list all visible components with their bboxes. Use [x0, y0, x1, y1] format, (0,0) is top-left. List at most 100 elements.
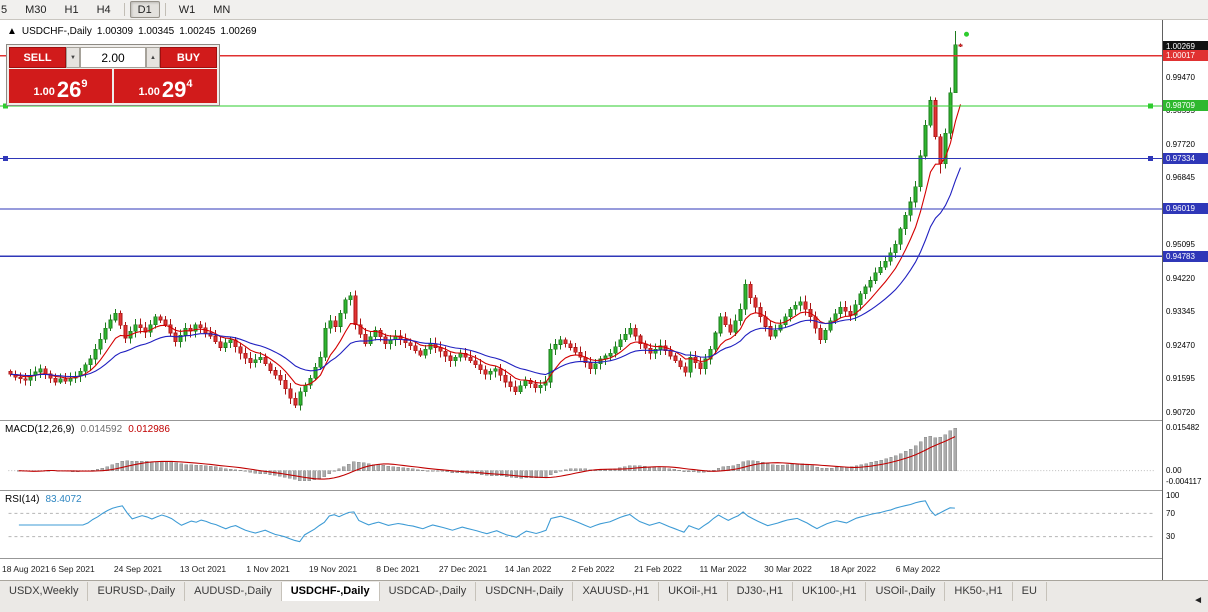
macd-main-value: 0.014592: [80, 424, 123, 435]
timeframe-button-d1[interactable]: D1: [129, 1, 160, 18]
rsi-header: RSI(14) 83.4072: [5, 494, 82, 505]
ohlc-close: 1.00269: [220, 26, 257, 37]
sell-price-tile[interactable]: 1.00 26 9: [9, 69, 112, 103]
sell-price-prefix: 1.00: [33, 86, 55, 98]
price-badge: 1.00269: [1163, 41, 1208, 52]
price-badge: 0.94783: [1163, 251, 1208, 262]
date-label: 14 Jan 2022: [504, 564, 552, 574]
chart-symbol-label: USDCHF-,Daily: [21, 26, 92, 37]
chart-tab-usdcnh-daily[interactable]: USDCNH-,Daily: [476, 582, 574, 601]
date-label: 8 Dec 2021: [376, 564, 420, 574]
timeframe-toolbar: 5 M30 H1 H4 D1 W1 MN: [0, 0, 1208, 20]
chart-tab-usoil-daily[interactable]: USOil-,Daily: [866, 582, 946, 601]
price-tick: 0.91595: [1166, 374, 1195, 383]
price-badge: 0.97334: [1163, 153, 1208, 164]
timeframe-button-h4[interactable]: H4: [96, 4, 111, 16]
date-label: 21 Feb 2022: [634, 564, 682, 574]
time-axis[interactable]: 18 Aug 2021 6 Sep 2021 24 Sep 2021 13 Oct 2…: [0, 558, 1162, 580]
sell-price-pip: 9: [81, 78, 88, 90]
timeframe-button-m30[interactable]: M30: [25, 4, 47, 16]
ohlc-low: 1.00245: [179, 26, 216, 37]
buy-price-big: 29: [161, 77, 187, 102]
chart-tab-usdchf-daily[interactable]: USDCHF-,Daily: [281, 582, 380, 601]
price-tick: 0.90720: [1166, 408, 1195, 417]
one-click-trading-widget: SELL ▼ ▲ BUY 1.00 26 9 1.00 29 4: [6, 44, 220, 106]
buy-price-prefix: 1.00: [138, 86, 160, 98]
rsi-value: 83.4072: [45, 494, 82, 505]
tab-scroll-left-icon[interactable]: ◄: [1193, 595, 1203, 606]
chart-header: ▲ USDCHF-,Daily 1.00309 1.00345 1.00245 …: [7, 26, 257, 37]
date-label: 30 Mar 2022: [764, 564, 812, 574]
date-label: 6 Sep 2021: [51, 564, 95, 574]
chart-tab-audusd-daily[interactable]: AUDUSD-,Daily: [185, 582, 282, 601]
macd-signal-value: 0.012986: [128, 424, 170, 435]
timeframe-button-mn[interactable]: MN: [213, 4, 231, 16]
timeframe-button-5[interactable]: 5: [1, 4, 8, 16]
chart-tab-eurusd-daily[interactable]: EURUSD-,Daily: [88, 582, 186, 601]
chart-tab-hk50-h1[interactable]: HK50-,H1: [945, 582, 1013, 601]
rsi-axis-label: 30: [1166, 532, 1175, 541]
date-label: 27 Dec 2021: [438, 564, 488, 574]
date-label: 18 Apr 2022: [830, 564, 876, 574]
macd-title: MACD(12,26,9): [5, 424, 75, 435]
date-label: 6 May 2022: [895, 564, 941, 574]
macd-header: MACD(12,26,9) 0.014592 0.012986: [5, 424, 170, 435]
price-tick: 0.97720: [1166, 140, 1195, 149]
date-label: 11 Mar 2022: [699, 564, 747, 574]
rsi-chart[interactable]: [0, 491, 1162, 558]
rsi-indicator-panel: RSI(14) 83.4072: [0, 490, 1162, 558]
rsi-axis-label: 100: [1166, 491, 1180, 500]
ohlc-high: 1.00345: [138, 26, 175, 37]
price-badge: 1.00017: [1163, 50, 1208, 61]
candlestick-chart[interactable]: [0, 20, 1162, 420]
chart-tab-ukoil-h1[interactable]: UKOil-,H1: [659, 582, 728, 601]
macd-histogram: [16, 427, 957, 482]
toolbar-separator: [123, 3, 125, 16]
price-tick: 0.96845: [1166, 173, 1195, 182]
buy-button[interactable]: BUY: [160, 47, 217, 68]
direction-up-icon: ▲: [7, 26, 17, 37]
price-badge: 0.98709: [1163, 100, 1208, 111]
moving-averages: [10, 104, 962, 386]
ohlc-open: 1.00309: [96, 26, 134, 37]
chart-tab-usdcad-daily[interactable]: USDCAD-,Daily: [380, 582, 477, 601]
price-tick: 0.99470: [1166, 73, 1195, 82]
price-badge: 0.96019: [1163, 203, 1208, 214]
price-level-lines: [0, 55, 1162, 257]
toolbar-separator: [164, 3, 166, 16]
price-tick: 0.93345: [1166, 307, 1195, 316]
date-label: 24 Sep 2021: [113, 564, 163, 574]
date-label: 2 Feb 2022: [571, 564, 615, 574]
main-chart-panel: ▲ USDCHF-,Daily 1.00309 1.00345 1.00245 …: [0, 20, 1162, 420]
volume-increase-button[interactable]: ▲: [146, 47, 160, 68]
price-axis[interactable]: 0.994700.985950.977200.968450.959700.950…: [1162, 20, 1208, 580]
timeframe-button-w1[interactable]: W1: [178, 4, 196, 16]
chart-tab-usdx-weekly[interactable]: USDX,Weekly: [0, 582, 89, 601]
rsi-title: RSI(14): [5, 494, 40, 505]
timeframe-button-h1[interactable]: H1: [64, 4, 79, 16]
chart-tab-dj30-h1[interactable]: DJ30-,H1: [728, 582, 794, 601]
macd-axis-label: -0.004117: [1166, 477, 1202, 486]
macd-axis-label: 0.015482: [1166, 423, 1200, 432]
chart-tab-xauusd-h1[interactable]: XAUUSD-,H1: [573, 582, 660, 601]
macd-chart[interactable]: [0, 421, 1162, 490]
date-label: 1 Nov 2021: [246, 564, 290, 574]
price-tick: 0.94220: [1166, 274, 1195, 283]
chart-tab-eu[interactable]: EU: [1013, 582, 1047, 601]
buy-price-pip: 4: [186, 78, 193, 90]
rsi-line: [18, 500, 955, 543]
chart-tab-uk100-h1[interactable]: UK100-,H1: [793, 582, 867, 601]
sell-button[interactable]: SELL: [9, 47, 66, 68]
sell-price-big: 26: [56, 77, 82, 102]
rsi-axis-label: 70: [1166, 509, 1175, 518]
chart-tab-bar: USDX,Weekly EURUSD-,Daily AUDUSD-,Daily USD…: [0, 580, 1208, 612]
macd-indicator-panel: MACD(12,26,9) 0.014592 0.012986: [0, 420, 1162, 490]
buy-price-tile[interactable]: 1.00 29 4: [114, 69, 217, 103]
date-label: 13 Oct 2021: [179, 564, 227, 574]
volume-decrease-button[interactable]: ▼: [66, 47, 80, 68]
macd-signal-line: [18, 436, 956, 480]
volume-input[interactable]: [80, 47, 146, 68]
price-marker-dot: [964, 31, 969, 37]
price-tick: 0.92470: [1166, 341, 1195, 350]
